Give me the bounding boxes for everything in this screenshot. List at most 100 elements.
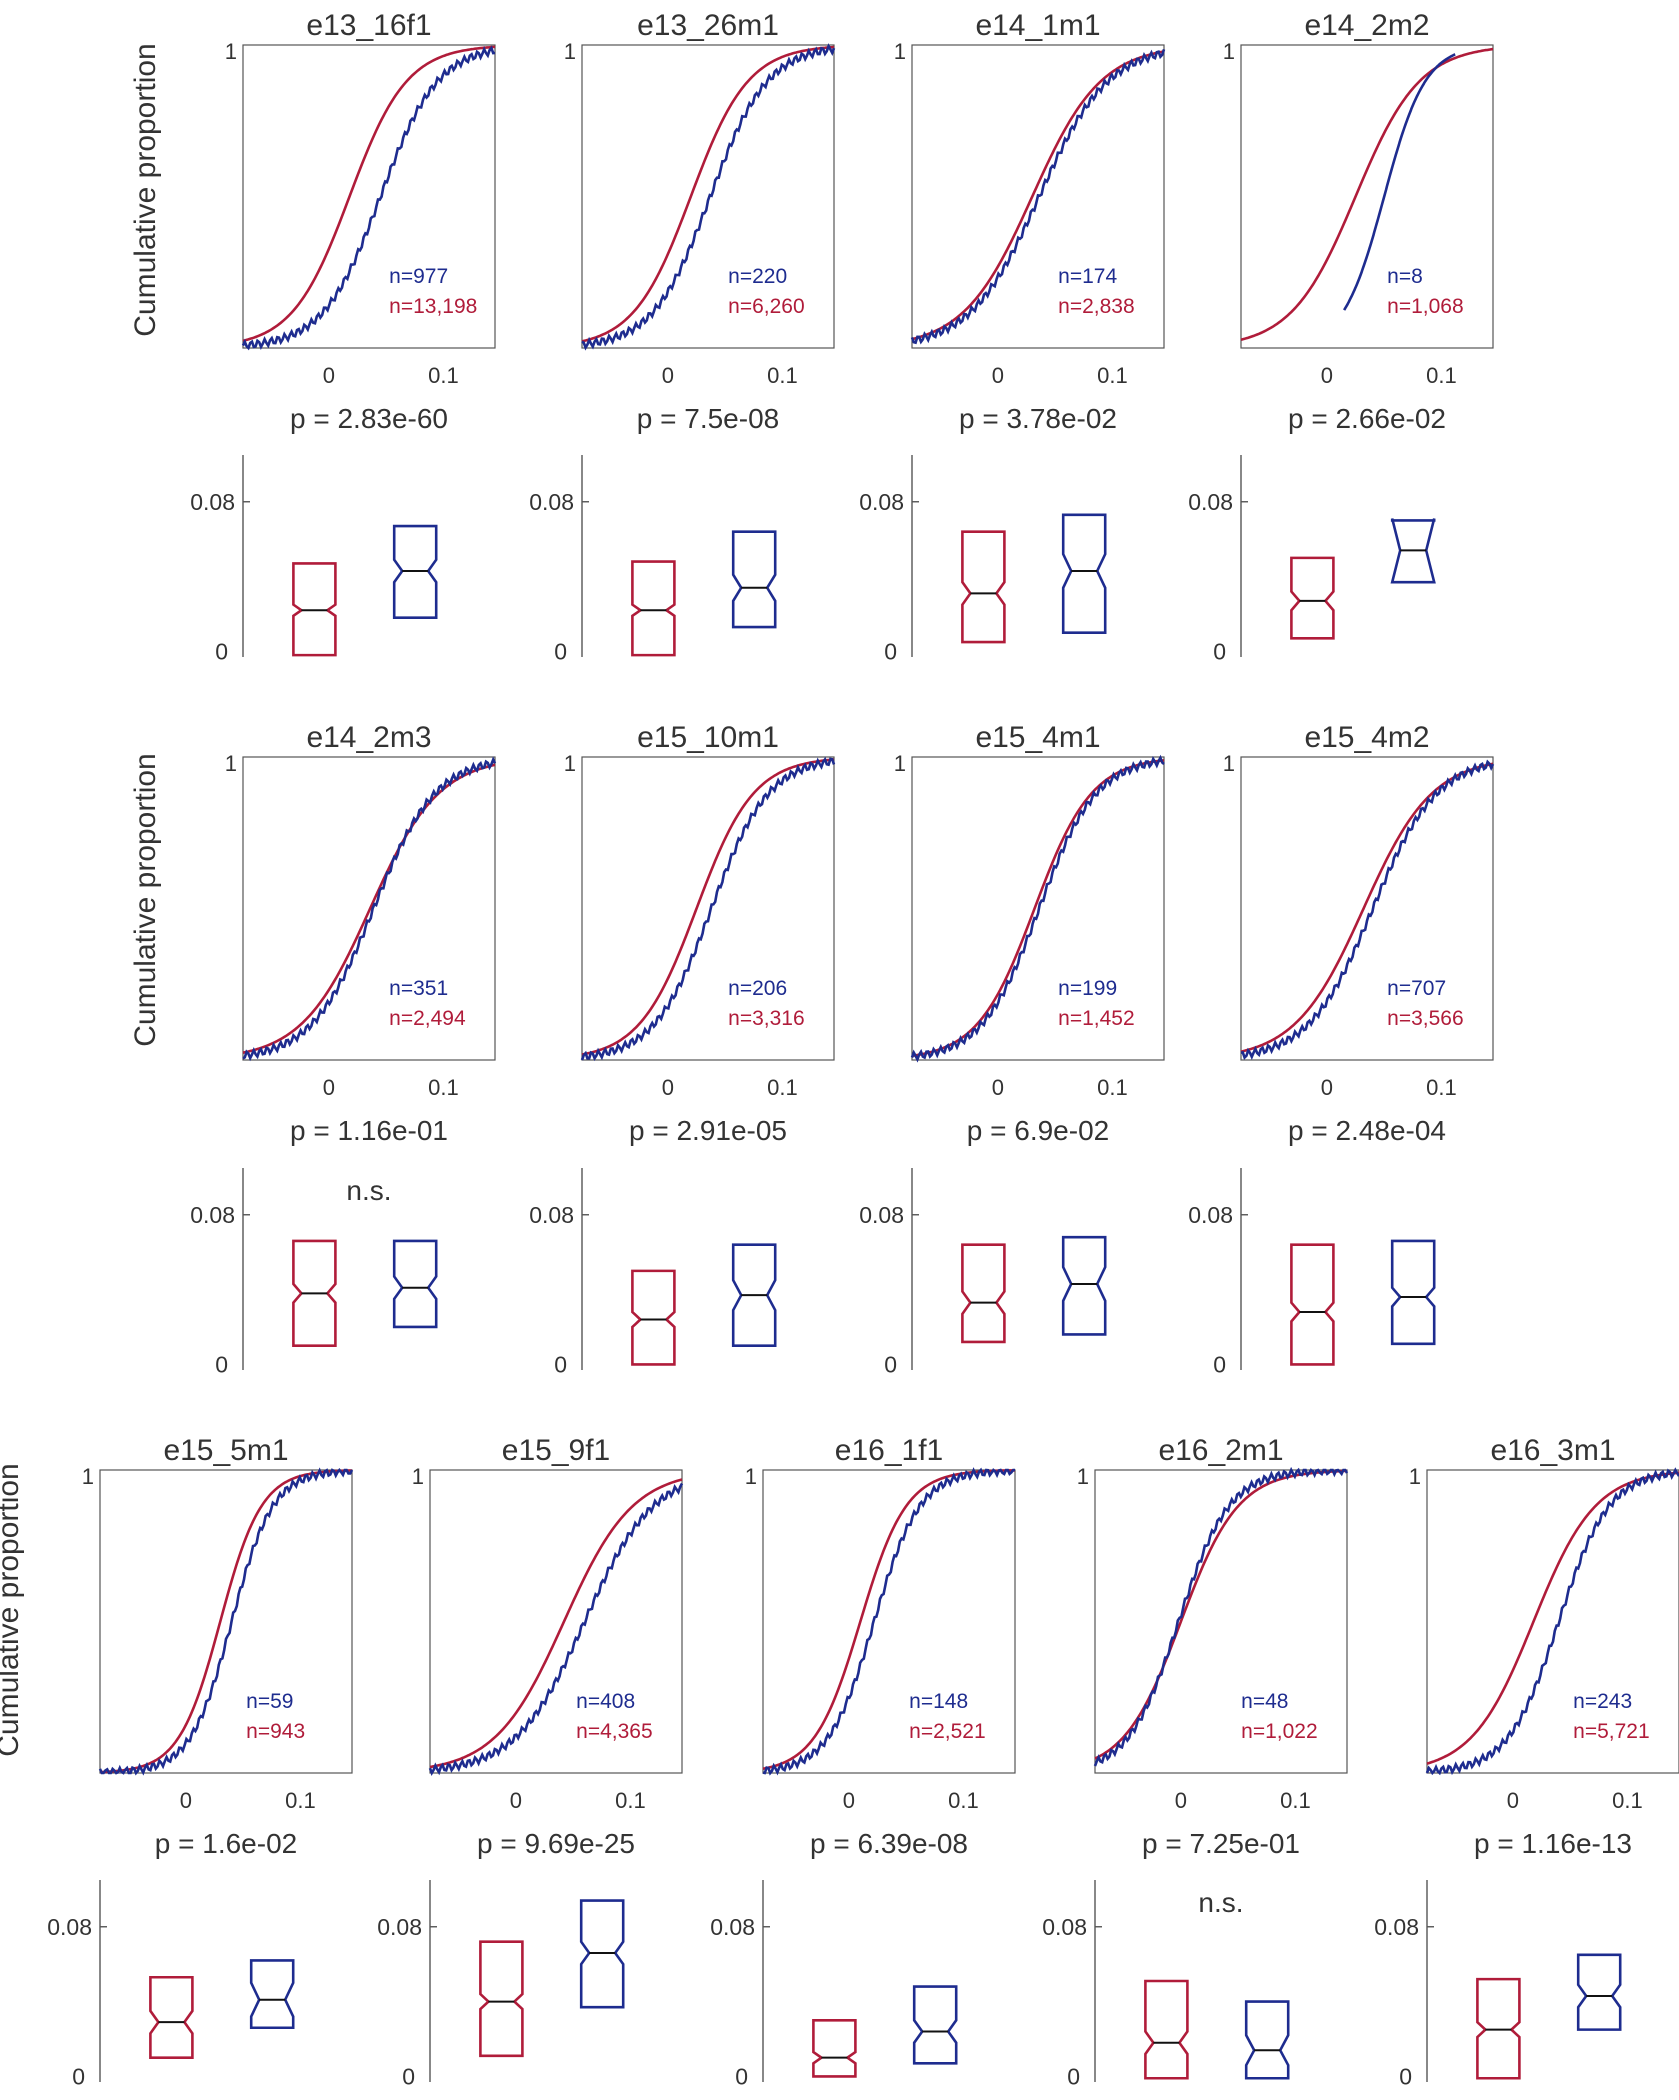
cdf-ytick-1: 1	[894, 751, 906, 776]
box-ytick-0: 0	[1399, 2063, 1412, 2089]
cdf-axes-frame	[1094, 1469, 1348, 1774]
p-value: p = 1.6e-02	[155, 1828, 297, 1859]
n-label-blue: n=8	[1387, 265, 1423, 288]
box-ytick-0: 0	[884, 1351, 897, 1377]
panel-e13_16f1: e13_16f1 1 0 0.1 n=977 n=13,198 p = 2.83e-60 0.…	[190, 9, 496, 664]
n-label-blue: n=977	[389, 265, 448, 288]
box-red	[1144, 1979, 1189, 2080]
ns-label: n.s.	[346, 1175, 391, 1206]
n-label-red: n=5,721	[1573, 1720, 1650, 1743]
p-value: p = 7.5e-08	[637, 403, 779, 434]
p-value: p = 1.16e-01	[290, 1115, 448, 1146]
cdf-xtick-0: 0	[843, 1788, 855, 1813]
box-ytick-0.08: 0.08	[1042, 1914, 1087, 1940]
cdf-xtick-0.1: 0.1	[428, 363, 459, 388]
n-label-red: n=1,022	[1241, 1720, 1318, 1743]
p-value: p = 2.91e-05	[629, 1115, 787, 1146]
cdf-line-red	[1240, 47, 1494, 341]
box-red	[961, 1243, 1006, 1344]
box-red	[149, 1975, 194, 2059]
box-ytick-0: 0	[884, 638, 897, 664]
cdf-ytick-1: 1	[1409, 1464, 1421, 1489]
panel-e15_9f1: e15_9f1 1 0 0.1 n=408 n=4,365 p = 9.69e-25 0.08…	[377, 1434, 684, 2089]
panel-title: e15_5m1	[163, 1434, 288, 1467]
box-ytick-0.08: 0.08	[859, 489, 904, 515]
n-label-blue: n=707	[1387, 977, 1446, 1000]
cdf-xtick-0.1: 0.1	[767, 363, 798, 388]
cdf-xtick-0.1: 0.1	[1097, 1075, 1128, 1100]
p-value: p = 3.78e-02	[959, 403, 1117, 434]
panel-title: e15_10m1	[637, 721, 779, 754]
cdf-line-red	[99, 1469, 353, 1774]
p-value: p = 2.48e-04	[1288, 1115, 1446, 1146]
cdf-ytick-1: 1	[412, 1464, 424, 1489]
n-label-blue: n=199	[1058, 977, 1117, 1000]
box-blue	[1576, 1953, 1622, 2031]
n-label-red: n=13,198	[389, 295, 477, 318]
n-label-blue: n=48	[1241, 1690, 1288, 1713]
panel-e16_2m1: e16_2m1 1 0 0.1 n=48 n=1,022 p = 7.25e-01 0.08 0…	[1042, 1434, 1349, 2089]
cdf-line-red	[581, 758, 835, 1056]
panel-title: e14_2m3	[306, 721, 431, 754]
cdf-xtick-0: 0	[323, 1075, 335, 1100]
box-ytick-0.08: 0.08	[377, 1914, 422, 1940]
cdf-ytick-1: 1	[225, 39, 237, 64]
box-ytick-0.08: 0.08	[1374, 1914, 1419, 1940]
panel-e15_10m1: e15_10m1 1 0 0.1 n=206 n=3,316 p = 2.91e-05 0.0…	[529, 721, 836, 1377]
p-value: p = 2.83e-60	[290, 403, 448, 434]
cdf-xtick-0.1: 0.1	[615, 1788, 646, 1813]
box-ytick-0: 0	[554, 638, 567, 664]
panel-title: e16_3m1	[1490, 1434, 1615, 1467]
cdf-xtick-0: 0	[1175, 1788, 1187, 1813]
cdf-xtick-0: 0	[662, 1075, 674, 1100]
box-ytick-0: 0	[72, 2063, 85, 2089]
cdf-axes-frame	[429, 1469, 683, 1774]
n-label-red: n=4,365	[576, 1720, 653, 1743]
n-label-red: n=2,494	[389, 1007, 466, 1030]
n-label-red: n=1,068	[1387, 295, 1464, 318]
panel-e13_26m1: e13_26m1 1 0 0.1 n=220 n=6,260 p = 7.5e-08 0.08…	[529, 9, 836, 664]
box-ytick-0.08: 0.08	[710, 1914, 755, 1940]
box-blue	[249, 1959, 295, 2030]
cdf-ytick-1: 1	[1077, 1464, 1089, 1489]
cdf-line-blue	[1425, 1467, 1679, 1776]
n-label-blue: n=174	[1058, 265, 1117, 288]
ns-label: n.s.	[1198, 1887, 1243, 1918]
panel-e14_2m2: e14_2m2 1 0 0.1 n=8 n=1,068 p = 2.66e-02 0.08 0	[1188, 9, 1494, 664]
cdf-line-blue	[910, 754, 1165, 1063]
cdf-line-red	[1094, 1469, 1348, 1760]
cdf-line-blue	[580, 756, 836, 1062]
box-ytick-0.08: 0.08	[859, 1202, 904, 1228]
cdf-ytick-1: 1	[82, 1464, 94, 1489]
cdf-line-blue	[581, 43, 836, 351]
panel-title: e15_9f1	[502, 1434, 610, 1467]
panel-title: e16_1f1	[835, 1434, 943, 1467]
box-red	[812, 2018, 857, 2078]
cdf-ytick-1: 1	[1223, 39, 1235, 64]
cdf-line-blue	[1240, 759, 1495, 1061]
n-label-red: n=943	[246, 1720, 305, 1743]
cdf-xtick-0.1: 0.1	[1426, 1075, 1457, 1100]
box-red	[631, 560, 676, 657]
box-red	[1290, 556, 1335, 640]
box-blue	[1061, 1235, 1107, 1336]
cdf-axes-frame	[99, 1469, 353, 1774]
cdf-ytick-1: 1	[225, 751, 237, 776]
cdf-xtick-0: 0	[1321, 363, 1333, 388]
cdf-xtick-0: 0	[992, 363, 1004, 388]
box-ytick-0.08: 0.08	[529, 489, 574, 515]
n-label-red: n=6,260	[728, 295, 805, 318]
box-blue	[731, 530, 777, 629]
box-blue	[1390, 1239, 1436, 1346]
n-label-blue: n=243	[1573, 1690, 1632, 1713]
box-blue	[731, 1243, 777, 1347]
cdf-xtick-0: 0	[992, 1075, 1004, 1100]
cdf-line-red	[581, 45, 835, 343]
cdf-line-blue	[98, 1467, 354, 1776]
cdf-xtick-0: 0	[323, 363, 335, 388]
cdf-xtick-0.1: 0.1	[1097, 363, 1128, 388]
box-ytick-0: 0	[215, 1351, 228, 1377]
cdf-xtick-0: 0	[1507, 1788, 1519, 1813]
cdf-xtick-0: 0	[510, 1788, 522, 1813]
cdf-line-blue	[242, 756, 497, 1062]
